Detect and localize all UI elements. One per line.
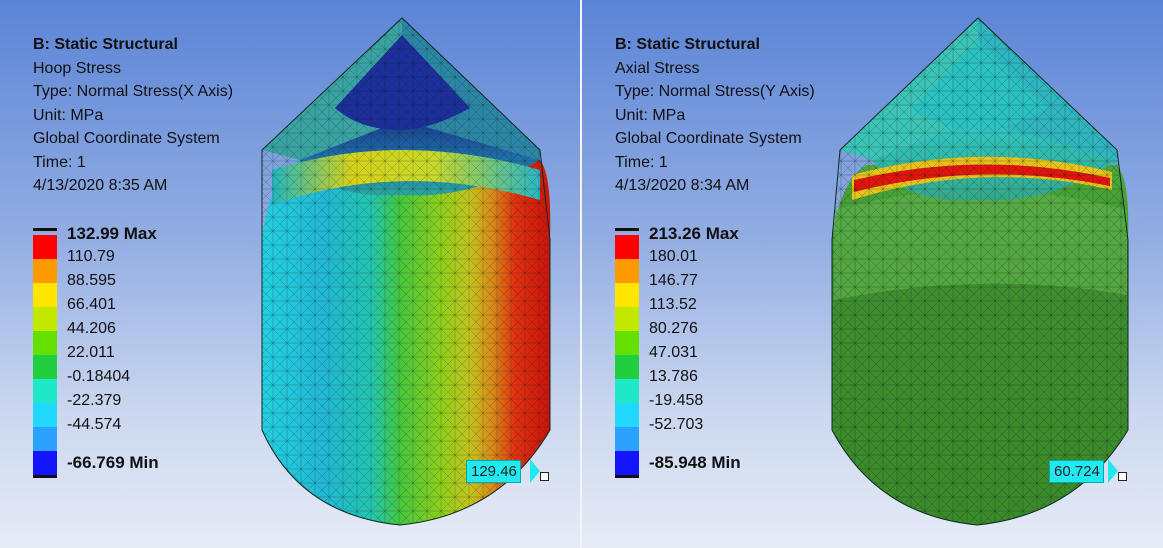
- result-timestamp: 4/13/2020 8:35 AM: [33, 177, 168, 194]
- legend-color-band: [615, 379, 639, 403]
- legend-color-band: [615, 451, 639, 475]
- legend-color-band: [33, 403, 57, 427]
- probe-point-marker[interactable]: [540, 472, 549, 481]
- legend-level-label: 146.77: [649, 272, 698, 289]
- coordinate-system: Global Coordinate System: [33, 130, 220, 147]
- legend-color-band: [33, 379, 57, 403]
- legend-level-label: -0.18404: [67, 368, 131, 385]
- result-time: Time: 1: [615, 153, 668, 171]
- legend-color-band: [615, 235, 639, 259]
- probe-label[interactable]: 60.724: [1049, 460, 1104, 483]
- legend-color-band: [615, 355, 639, 379]
- axial-stress-panel[interactable]: B: Static Structural Axial Stress Type: …: [582, 0, 1163, 548]
- result-type: Type: Normal Stress(X Axis): [33, 83, 234, 100]
- axial-stress-contour-model[interactable]: [582, 0, 1163, 548]
- analysis-title: B: Static Structural: [615, 36, 760, 53]
- probe-pointer: [1108, 459, 1118, 483]
- viewport-divider: [580, 0, 582, 548]
- result-unit: Unit: MPa: [615, 106, 686, 124]
- legend-color-band: [615, 403, 639, 427]
- hoop-stress-contour-model[interactable]: [0, 0, 580, 548]
- legend-level-label: 80.276: [649, 320, 698, 337]
- legend-color-band: [33, 283, 57, 307]
- legend-level-label: 88.595: [67, 272, 116, 289]
- analysis-title: B: Static Structural: [33, 36, 178, 53]
- legend-min-label: -66.769 Min: [67, 453, 159, 472]
- legend-color-band: [615, 331, 639, 355]
- legend-bottom-cap: [33, 475, 57, 478]
- legend-color-band: [615, 259, 639, 283]
- probe-label[interactable]: 129.46: [466, 460, 521, 483]
- legend-level-label: 47.031: [649, 344, 698, 361]
- legend-color-band: [33, 355, 57, 379]
- legend-level-label: 22.011: [67, 344, 115, 361]
- legend-min-label: -85.948 Min: [649, 453, 741, 472]
- probe-point-marker[interactable]: [1118, 472, 1127, 481]
- coordinate-system: Global Coordinate System: [615, 130, 802, 147]
- legend-level-label: 110.79: [67, 248, 115, 265]
- legend-max-label: 213.26 Max: [649, 224, 739, 243]
- legend-max-label: 132.99 Max: [67, 224, 157, 243]
- probe-pointer: [530, 459, 540, 483]
- result-type: Type: Normal Stress(Y Axis): [615, 83, 815, 100]
- legend-bottom-cap: [615, 475, 639, 478]
- legend-color-band: [33, 451, 57, 475]
- result-unit: Unit: MPa: [33, 106, 104, 124]
- result-name: Hoop Stress: [33, 59, 122, 77]
- legend-level-label: 113.52: [649, 296, 697, 313]
- legend-color-band: [615, 283, 639, 307]
- legend-level-label: 13.786: [649, 368, 698, 385]
- result-info-block: B: Static Structural Axial Stress Type: …: [615, 33, 815, 198]
- legend-level-label: -22.379: [67, 392, 122, 409]
- legend-color-band: [615, 307, 639, 331]
- legend-color-band: [615, 427, 639, 451]
- legend-color-band: [33, 259, 57, 283]
- legend-level-label: -52.703: [649, 416, 704, 433]
- result-info-block: B: Static Structural Hoop Stress Type: N…: [33, 33, 233, 198]
- legend-level-label: 180.01: [649, 248, 698, 265]
- result-time: Time: 1: [33, 153, 86, 171]
- result-timestamp: 4/13/2020 8:34 AM: [615, 177, 750, 194]
- result-name: Axial Stress: [615, 59, 700, 77]
- hoop-stress-panel[interactable]: B: Static Structural Hoop Stress Type: N…: [0, 0, 580, 548]
- legend-color-band: [33, 331, 57, 355]
- legend-top-cap: [615, 228, 639, 231]
- legend-top-cap: [33, 228, 57, 231]
- legend-level-label: -44.574: [67, 416, 122, 433]
- legend-level-label: -19.458: [649, 392, 704, 409]
- legend-level-label: 66.401: [67, 296, 116, 313]
- legend-color-band: [33, 307, 57, 331]
- legend-color-band: [33, 235, 57, 259]
- legend-level-label: 44.206: [67, 320, 116, 337]
- legend-color-band: [33, 427, 57, 451]
